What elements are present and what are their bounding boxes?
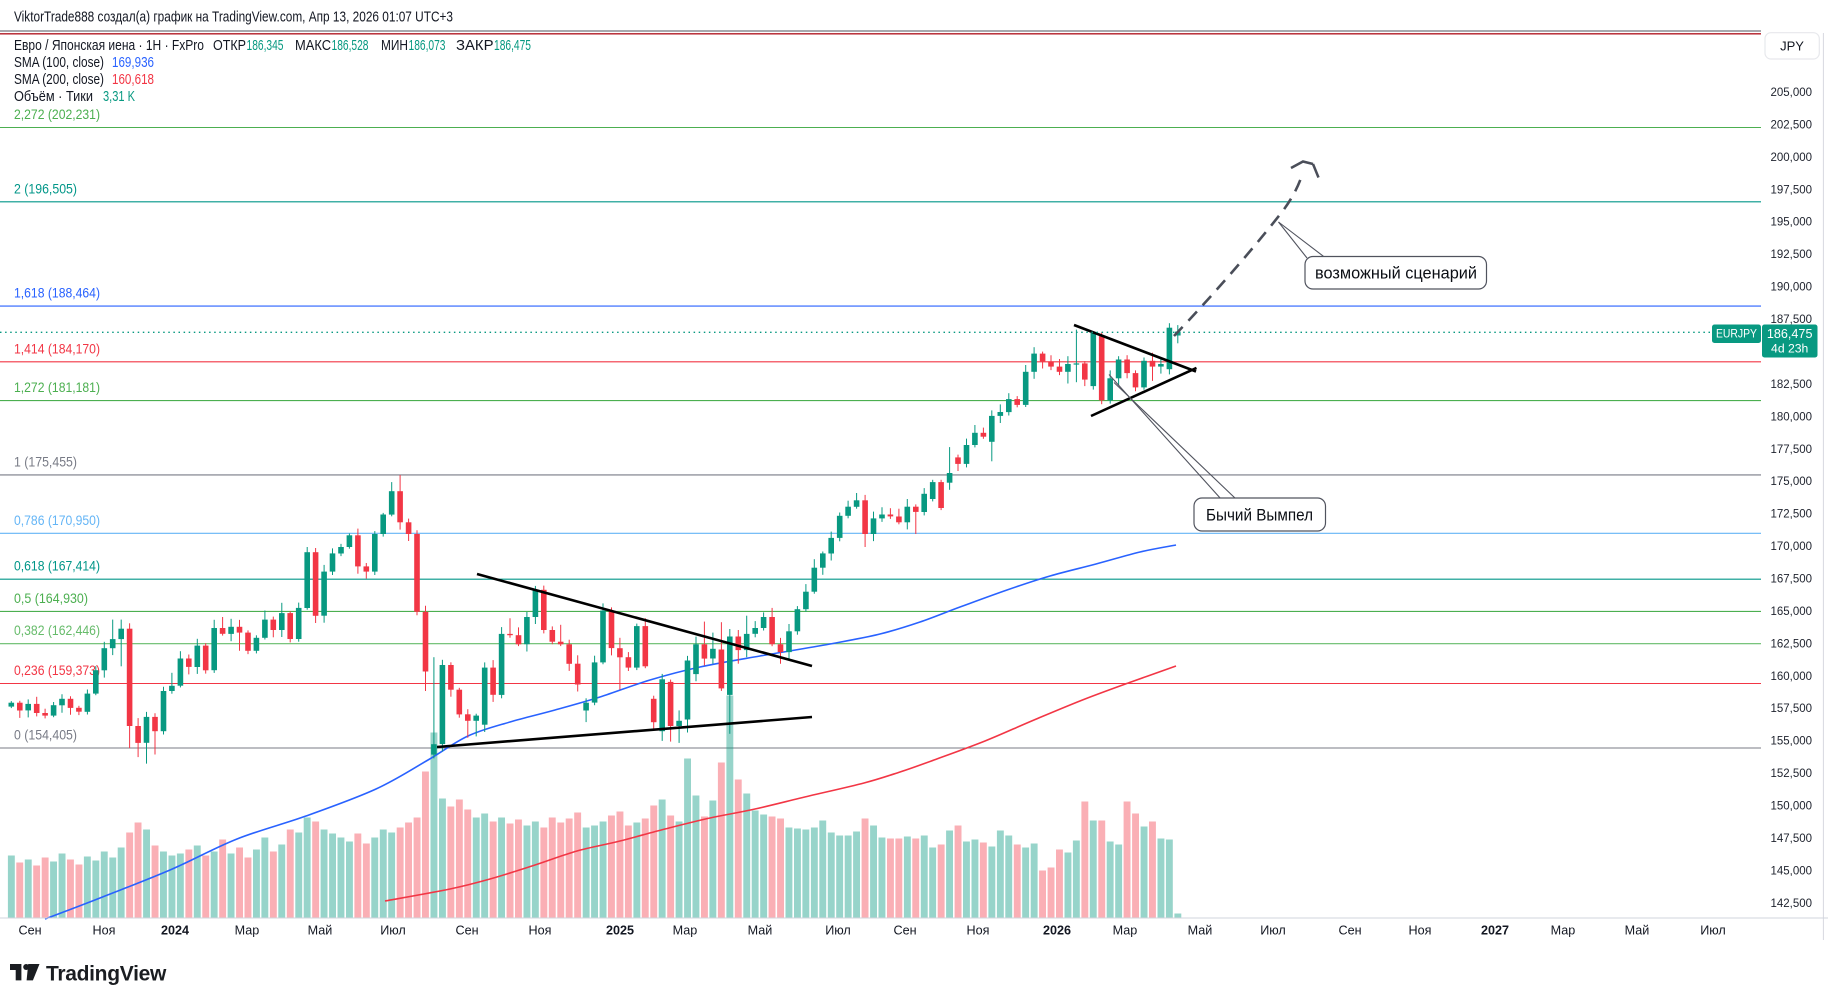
svg-text:МАКС: МАКС — [295, 37, 331, 54]
svg-text:Сен: Сен — [1338, 924, 1361, 938]
svg-text:Июл: Июл — [825, 924, 851, 938]
svg-text:SMA (200, close): SMA (200, close) — [14, 72, 104, 88]
svg-text:2027: 2027 — [1481, 924, 1509, 938]
svg-text:186,073: 186,073 — [409, 37, 446, 54]
svg-text:167,500: 167,500 — [1771, 572, 1813, 586]
svg-text:172,500: 172,500 — [1771, 507, 1813, 521]
svg-text:195,000: 195,000 — [1771, 215, 1813, 229]
svg-text:142,500: 142,500 — [1771, 896, 1813, 910]
svg-text:0,236 (159,373): 0,236 (159,373) — [14, 663, 100, 678]
svg-text:165,000: 165,000 — [1771, 604, 1813, 618]
svg-text:190,000: 190,000 — [1771, 280, 1813, 294]
svg-text:175,000: 175,000 — [1771, 474, 1813, 488]
svg-text:Мар: Мар — [1113, 924, 1138, 938]
svg-text:0,5 (164,930): 0,5 (164,930) — [14, 591, 88, 606]
svg-text:Ноя: Ноя — [529, 924, 552, 938]
svg-text:EURJPY: EURJPY — [1716, 328, 1757, 341]
svg-text:1,272 (181,181): 1,272 (181,181) — [14, 380, 100, 395]
svg-text:Сен: Сен — [893, 924, 916, 938]
svg-text:157,500: 157,500 — [1771, 701, 1813, 715]
svg-text:Июл: Июл — [380, 924, 406, 938]
svg-text:2 (196,505): 2 (196,505) — [14, 181, 77, 196]
svg-text:МИН: МИН — [381, 37, 408, 54]
svg-text:Мар: Мар — [673, 924, 698, 938]
svg-text:2026: 2026 — [1043, 924, 1071, 938]
svg-text:170,000: 170,000 — [1771, 539, 1813, 553]
svg-text:Май: Май — [748, 924, 773, 938]
svg-text:Сен: Сен — [455, 924, 478, 938]
svg-text:3,31 K: 3,31 K — [103, 89, 135, 105]
svg-text:Бычий Вымпел: Бычий Вымпел — [1206, 507, 1313, 525]
svg-text:200,000: 200,000 — [1771, 150, 1813, 164]
svg-text:0,786 (170,950): 0,786 (170,950) — [14, 513, 100, 528]
svg-text:186,528: 186,528 — [332, 37, 369, 54]
svg-text:возможный сценарий: возможный сценарий — [1315, 265, 1477, 283]
svg-text:Объём · Тики: Объём · Тики — [14, 89, 93, 105]
svg-text:152,500: 152,500 — [1771, 766, 1813, 780]
svg-text:4d 23h: 4d 23h — [1771, 342, 1808, 356]
svg-text:ViktorTrade888 создал(а) графи: ViktorTrade888 создал(а) график на Tradi… — [14, 9, 453, 26]
svg-text:186,475: 186,475 — [494, 37, 531, 54]
svg-text:186,475: 186,475 — [1767, 327, 1813, 341]
svg-text:145,000: 145,000 — [1771, 863, 1813, 877]
svg-text:0,382 (162,446): 0,382 (162,446) — [14, 623, 100, 638]
svg-text:Мар: Мар — [1551, 924, 1576, 938]
svg-text:SMA (100, close): SMA (100, close) — [14, 55, 104, 71]
svg-text:2024: 2024 — [161, 924, 189, 938]
svg-text:1,414 (184,170): 1,414 (184,170) — [14, 341, 100, 356]
svg-text:169,936: 169,936 — [112, 55, 154, 71]
svg-text:2025: 2025 — [606, 924, 634, 938]
svg-text:0 (154,405): 0 (154,405) — [14, 728, 77, 743]
svg-text:ЗАКР: ЗАКР — [456, 37, 494, 54]
svg-text:0,618 (167,414): 0,618 (167,414) — [14, 559, 100, 574]
svg-text:ОТКР: ОТКР — [213, 37, 246, 54]
svg-text:180,000: 180,000 — [1771, 409, 1813, 423]
svg-text:177,500: 177,500 — [1771, 442, 1813, 456]
svg-text:147,500: 147,500 — [1771, 831, 1813, 845]
svg-text:202,500: 202,500 — [1771, 117, 1813, 131]
svg-text:1,618 (188,464): 1,618 (188,464) — [14, 286, 100, 301]
svg-text:TradingView: TradingView — [46, 963, 167, 986]
svg-text:Ноя: Ноя — [967, 924, 990, 938]
svg-text:Июл: Июл — [1260, 924, 1286, 938]
svg-text:160,618: 160,618 — [112, 72, 154, 88]
svg-text:192,500: 192,500 — [1771, 247, 1813, 261]
svg-text:205,000: 205,000 — [1771, 85, 1813, 99]
svg-text:Май: Май — [308, 924, 333, 938]
svg-text:182,500: 182,500 — [1771, 377, 1813, 391]
svg-text:Сен: Сен — [18, 924, 41, 938]
svg-text:JPY: JPY — [1780, 39, 1804, 54]
svg-text:160,000: 160,000 — [1771, 669, 1813, 683]
svg-text:Май: Май — [1625, 924, 1650, 938]
svg-text:Июл: Июл — [1700, 924, 1726, 938]
svg-text:Ноя: Ноя — [1409, 924, 1432, 938]
svg-text:Ноя: Ноя — [93, 924, 116, 938]
svg-text:2,272 (202,231): 2,272 (202,231) — [14, 107, 100, 122]
svg-text:162,500: 162,500 — [1771, 636, 1813, 650]
svg-text:1 (175,455): 1 (175,455) — [14, 454, 77, 469]
svg-text:Мар: Мар — [235, 924, 260, 938]
svg-text:197,500: 197,500 — [1771, 182, 1813, 196]
svg-text:187,500: 187,500 — [1771, 312, 1813, 326]
svg-text:150,000: 150,000 — [1771, 799, 1813, 813]
svg-text:Май: Май — [1188, 924, 1213, 938]
svg-text:155,000: 155,000 — [1771, 734, 1813, 748]
svg-text:186,345: 186,345 — [247, 37, 284, 54]
svg-text:Евро / Японская иена · 1H · Fx: Евро / Японская иена · 1H · FxPro — [14, 37, 204, 54]
